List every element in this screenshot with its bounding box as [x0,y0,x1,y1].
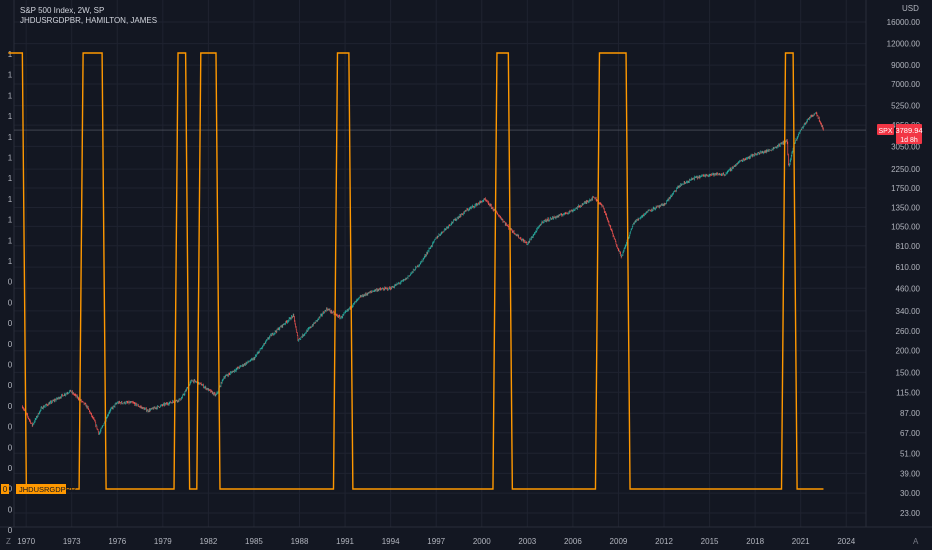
time-tick-label: 2012 [655,537,673,546]
auto-scale-button[interactable]: A [913,537,919,546]
time-tick-label: 2018 [746,537,764,546]
indicator-title: JHDUSRGDPBR, HAMILTON, JAMES [20,16,158,25]
indicator-value-text: 0 [3,485,8,494]
indicator-tick-label: 0 [8,526,13,535]
indicator-tick-label: 1 [8,50,13,59]
timezone-button[interactable]: Z [6,537,11,546]
indicator-name-tag [16,484,66,494]
countdown-text: 1d 8h [900,137,918,144]
recession-indicator-line [8,52,824,490]
indicator-tick-label: 0 [8,278,13,287]
indicator-tick-label: 0 [8,423,13,432]
price-tick-label: 7000.00 [891,80,920,89]
price-tick-label: 3050.00 [891,142,920,151]
time-tick-label: 1973 [63,537,81,546]
symbol-tag-text: SPX [878,128,892,135]
indicator-tick-label: 0 [8,485,13,494]
price-tick-label: 200.00 [896,347,921,356]
price-tick-label: 1750.00 [891,184,920,193]
price-tick-label: 5250.00 [891,102,920,111]
time-tick-label: 1988 [291,537,309,546]
price-tag-text: 3789.94 [895,126,922,135]
price-tick-label: 23.00 [900,509,921,518]
indicator-tick-label: - [9,547,12,550]
indicator-tick-label: 1 [8,133,13,142]
symbol-tag [877,124,894,136]
spx-candles [22,111,824,435]
price-tick-label: 87.00 [900,409,921,418]
indicator-tick-label: 0 [8,361,13,370]
time-tick-label: 1985 [245,537,263,546]
time-tick-label: 1997 [427,537,445,546]
price-tick-label: 1350.00 [891,203,920,212]
price-tick-label: 16000.00 [887,18,921,27]
price-tag [896,124,922,145]
indicator-tick-label: 0 [8,319,13,328]
time-tick-label: 2015 [701,537,719,546]
indicator-tick-label: 0 [8,443,13,452]
time-tick-label: 1991 [336,537,354,546]
price-tick-label: 30.00 [900,489,921,498]
time-tick-label: 2021 [792,537,810,546]
indicator-tick-label: 0 [8,464,13,473]
indicator-tick-label: 1 [8,236,13,245]
time-tick-label: 1976 [108,537,126,546]
indicator-name-text: JHDUSRGDPBR [19,485,77,494]
price-tick-label: 150.00 [896,368,921,377]
indicator-tick-label: 1 [8,91,13,100]
indicator-tick-label: 1 [8,257,13,266]
indicator-tick-label: 1 [8,174,13,183]
price-tick-label: 610.00 [896,263,921,272]
time-tick-label: 1994 [382,537,400,546]
price-tick-label: 12000.00 [887,40,921,49]
time-tick-label: 2003 [518,537,536,546]
indicator-tick-label: 1 [8,71,13,80]
price-tick-label: 2250.00 [891,165,920,174]
price-tick-label: 260.00 [896,327,921,336]
price-tick-label: 810.00 [896,242,921,251]
indicator-tick-label: 0 [8,340,13,349]
symbol-title: S&P 500 Index, 2W, SP [20,6,105,15]
indicator-tick-label: 1 [8,216,13,225]
indicator-tick-label: 1 [8,154,13,163]
time-tick-label: 2000 [473,537,491,546]
time-tick-label: 1979 [154,537,172,546]
indicator-tick-label: 0 [8,402,13,411]
price-tick-label: 1050.00 [891,222,920,231]
price-tick-label: 39.00 [900,469,921,478]
indicator-tick-label: 1 [8,112,13,121]
indicator-tick-label: 0 [8,381,13,390]
price-axis-currency: USD [902,4,919,13]
price-tick-label: 51.00 [900,449,921,458]
price-tick-label: 460.00 [896,284,921,293]
price-tick-label: 340.00 [896,307,921,316]
grid [14,0,866,527]
time-tick-label: 2009 [610,537,628,546]
time-tick-label: 2006 [564,537,582,546]
time-tick-label: 1982 [199,537,217,546]
price-tick-label: 9000.00 [891,61,920,70]
price-tick-label: 67.00 [900,429,921,438]
legend: S&P 500 Index, 2W, SP JHDUSRGDPBR, HAMIL… [20,6,157,26]
price-tick-label: 115.00 [896,388,920,397]
indicator-tick-label: 0 [8,505,13,514]
indicator-tick-label: 0 [8,298,13,307]
indicator-value-tag [1,484,9,494]
indicator-tick-label: 1 [8,195,13,204]
time-tick-label: 2024 [837,537,855,546]
time-tick-label: 1970 [17,537,35,546]
